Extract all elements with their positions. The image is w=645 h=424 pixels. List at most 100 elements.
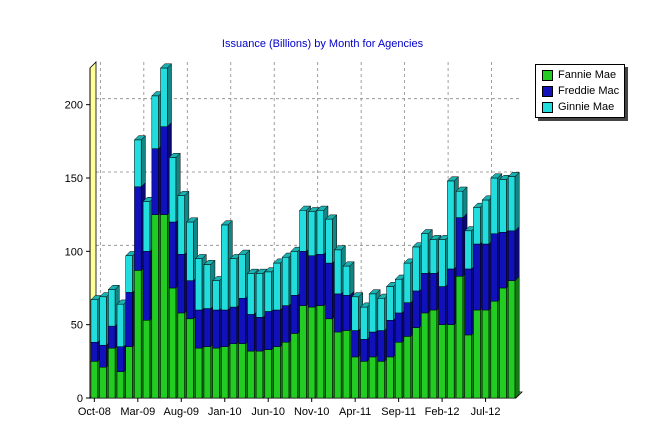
bar-front — [499, 232, 507, 289]
bar-front — [125, 292, 133, 347]
bar-front — [142, 251, 151, 321]
bar-front — [108, 347, 116, 399]
bar-front — [316, 210, 325, 255]
bar-front — [394, 312, 403, 343]
bar-front — [386, 356, 394, 399]
bar-top — [316, 205, 329, 211]
bar-front — [351, 330, 359, 358]
legend-label-freddie-mac: Freddie Mac — [558, 85, 620, 97]
bar-top — [177, 191, 190, 196]
bar-front — [394, 342, 403, 399]
bar-top — [203, 260, 216, 265]
bar-front — [360, 306, 368, 340]
bar-front — [368, 356, 377, 399]
bar-front — [195, 309, 203, 349]
bar-front — [160, 67, 168, 127]
bar-top — [299, 205, 312, 211]
bar-front — [168, 287, 177, 399]
bar-front — [160, 214, 168, 399]
bar-front — [264, 349, 272, 399]
bar-front — [508, 280, 516, 399]
bar-front — [325, 318, 333, 399]
bar-front — [412, 327, 420, 399]
bar-front — [325, 218, 333, 264]
bar-front — [342, 330, 351, 399]
bar-front — [108, 325, 116, 349]
bar-front — [255, 350, 264, 399]
bar-front — [151, 95, 159, 149]
bar-front — [116, 303, 125, 347]
legend-swatch-ginnie-mae — [542, 101, 553, 113]
bar-front — [134, 186, 142, 271]
label-layer: 0 50 100 150 200 Oct-08 Mar-09 Aug-09 Jan-10 Jun-… — [65, 100, 501, 418]
bar-top — [238, 249, 251, 255]
y-tick-label: 150 — [65, 173, 83, 185]
bar-ginnie-mae — [133, 135, 147, 188]
bar-front — [334, 331, 342, 399]
bar-side — [167, 63, 172, 128]
bar-front — [299, 305, 307, 399]
bar-front — [212, 347, 220, 399]
bar-front — [134, 270, 142, 399]
bar-front — [90, 342, 98, 362]
legend-swatch-freddie-mac — [542, 85, 553, 97]
bar-top — [194, 254, 207, 259]
bar-front — [421, 273, 429, 314]
bar-front — [255, 273, 264, 318]
bar-front — [334, 249, 342, 295]
legend-item-ginnie-mae[interactable]: Ginnie Mae — [536, 99, 624, 115]
bar-front — [421, 233, 429, 274]
y-tick-label: 50 — [71, 320, 83, 332]
bar-front — [177, 312, 185, 399]
bar-ginnie-mae — [342, 261, 355, 296]
bar-front — [177, 195, 185, 255]
bar-front — [438, 324, 446, 399]
bar-front — [203, 264, 212, 309]
bar-front — [195, 258, 203, 311]
bar-top — [446, 176, 459, 182]
bar-front — [394, 278, 403, 314]
x-tick-label: Jun-10 — [251, 406, 285, 418]
bar-front — [490, 177, 498, 234]
bar-ginnie-mae — [455, 186, 468, 219]
bar-front — [447, 324, 455, 399]
bar-front — [299, 210, 307, 252]
bar-front — [377, 361, 385, 399]
x-tick-label: Aug-09 — [164, 406, 199, 418]
legend-item-fannie-mae[interactable]: Fannie Mae — [536, 67, 624, 83]
bar-front — [438, 239, 446, 287]
bar-front — [247, 350, 255, 399]
bar-front — [447, 180, 455, 270]
bar-front — [212, 309, 220, 349]
bar-front — [273, 262, 281, 311]
bar-top — [429, 235, 442, 240]
bar-front — [499, 287, 507, 399]
bar-front — [195, 347, 203, 399]
bar-freddie-mac — [508, 225, 520, 282]
legend-item-freddie-mac[interactable]: Freddie Mac — [536, 83, 624, 99]
bar-front — [325, 262, 333, 320]
bar-front — [473, 207, 481, 245]
bar-top — [168, 153, 181, 158]
bar-front — [221, 309, 229, 347]
bar-front — [481, 309, 490, 399]
bar-front — [429, 239, 438, 274]
bar-front — [99, 296, 107, 346]
bar-front — [316, 254, 325, 306]
bar-front — [238, 298, 246, 344]
bar-top — [420, 229, 433, 234]
bar-front — [90, 361, 98, 399]
bar-front — [499, 179, 507, 233]
bar-side — [349, 261, 355, 296]
bar-side — [514, 275, 520, 399]
y-tick-label: 0 — [77, 393, 83, 405]
bar-front — [412, 290, 420, 328]
bar-front — [168, 221, 177, 289]
bar-front — [142, 201, 151, 252]
bar-front — [308, 211, 316, 256]
bar-front — [281, 256, 290, 306]
bar-front — [273, 346, 281, 399]
bar-top — [455, 186, 468, 192]
bar-front — [455, 276, 464, 399]
x-tick-label: Sep-11 — [381, 406, 416, 418]
